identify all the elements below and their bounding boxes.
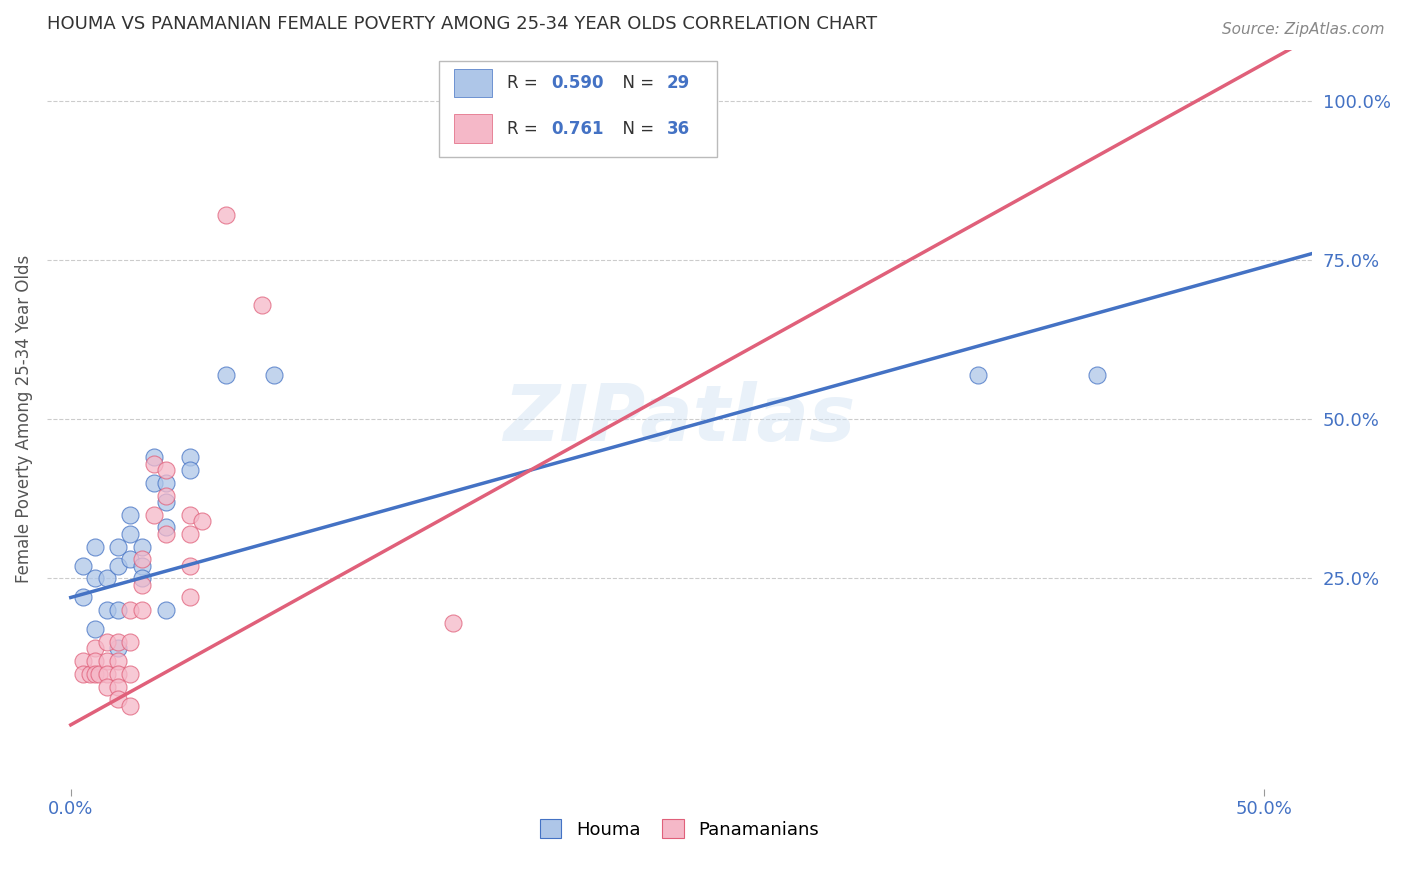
Point	[131, 558, 153, 573]
Point	[441, 615, 464, 630]
Point	[215, 208, 238, 222]
Point	[179, 558, 201, 573]
Point	[107, 540, 129, 554]
Text: HOUMA VS PANAMANIAN FEMALE POVERTY AMONG 25-34 YEAR OLDS CORRELATION CHART: HOUMA VS PANAMANIAN FEMALE POVERTY AMONG…	[46, 15, 877, 33]
Text: N =: N =	[613, 120, 659, 137]
Point	[120, 603, 142, 617]
Point	[131, 540, 153, 554]
Point	[155, 475, 177, 490]
Point	[107, 680, 129, 694]
Point	[72, 558, 94, 573]
Point	[120, 526, 142, 541]
Point	[131, 603, 153, 617]
Text: R =: R =	[508, 120, 543, 137]
Point	[107, 635, 129, 649]
Point	[179, 526, 201, 541]
Point	[79, 667, 101, 681]
Point	[143, 508, 166, 522]
Point	[131, 571, 153, 585]
Point	[155, 495, 177, 509]
Point	[143, 475, 166, 490]
FancyBboxPatch shape	[454, 114, 492, 143]
Text: ZIPatlas: ZIPatlas	[503, 381, 855, 458]
Point	[120, 552, 142, 566]
Point	[215, 368, 238, 382]
Point	[179, 450, 201, 465]
Point	[83, 571, 105, 585]
Point	[143, 457, 166, 471]
Point	[120, 667, 142, 681]
Point	[83, 654, 105, 668]
Point	[120, 635, 142, 649]
Point	[107, 667, 129, 681]
Point	[263, 368, 285, 382]
Point	[155, 526, 177, 541]
Point	[96, 667, 118, 681]
Point	[131, 552, 153, 566]
Point	[155, 489, 177, 503]
Text: 29: 29	[666, 74, 690, 93]
Point	[120, 508, 142, 522]
Point	[179, 463, 201, 477]
Point	[155, 603, 177, 617]
Point	[155, 520, 177, 534]
Point	[107, 692, 129, 706]
Text: 0.590: 0.590	[551, 74, 605, 93]
Legend: Houma, Panamanians: Houma, Panamanians	[533, 813, 827, 846]
Point	[179, 591, 201, 605]
Point	[83, 623, 105, 637]
Point	[107, 654, 129, 668]
Text: 36: 36	[666, 120, 690, 137]
FancyBboxPatch shape	[454, 70, 492, 97]
Point	[1085, 368, 1108, 382]
Point	[143, 450, 166, 465]
Point	[83, 641, 105, 656]
Point	[250, 297, 273, 311]
Point	[107, 558, 129, 573]
Text: N =: N =	[613, 74, 659, 93]
Point	[191, 514, 214, 528]
Point	[107, 641, 129, 656]
Point	[83, 667, 105, 681]
Text: R =: R =	[508, 74, 543, 93]
Point	[96, 571, 118, 585]
Point	[83, 540, 105, 554]
Point	[96, 654, 118, 668]
Point	[72, 654, 94, 668]
Point	[72, 591, 94, 605]
Point	[96, 680, 118, 694]
Text: 0.761: 0.761	[551, 120, 605, 137]
Text: Source: ZipAtlas.com: Source: ZipAtlas.com	[1222, 22, 1385, 37]
Point	[96, 603, 118, 617]
Point	[72, 667, 94, 681]
Y-axis label: Female Poverty Among 25-34 Year Olds: Female Poverty Among 25-34 Year Olds	[15, 255, 32, 583]
Point	[966, 368, 988, 382]
Point	[107, 603, 129, 617]
Point	[96, 635, 118, 649]
FancyBboxPatch shape	[439, 61, 717, 157]
Point	[155, 463, 177, 477]
Point	[120, 698, 142, 713]
Point	[89, 667, 111, 681]
Point	[179, 508, 201, 522]
Point	[131, 578, 153, 592]
